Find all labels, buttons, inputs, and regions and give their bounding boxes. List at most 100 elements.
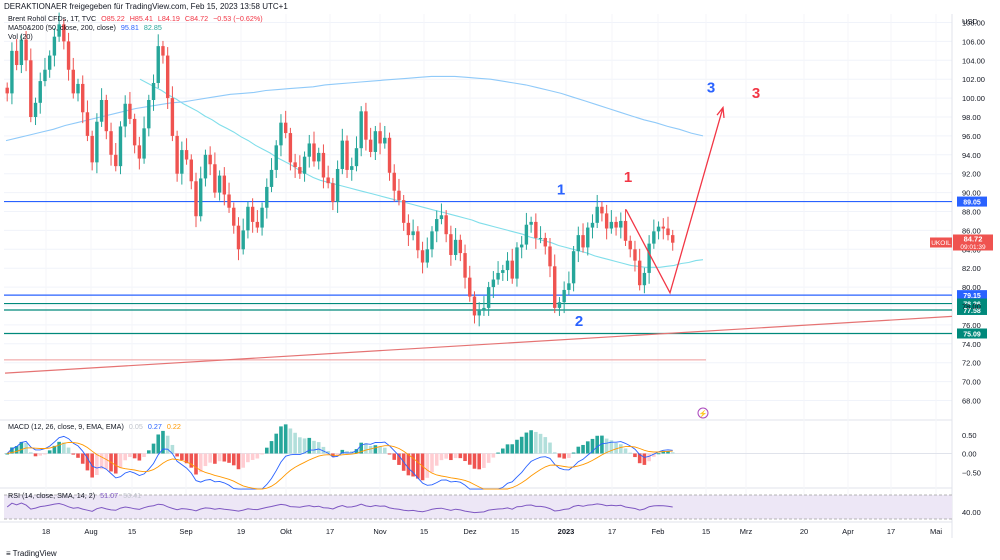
last-price-label: 84.72: [964, 234, 983, 243]
macd-histogram-bar: [85, 453, 90, 471]
candle-up: [538, 237, 543, 239]
macd-histogram-bar: [170, 444, 175, 454]
time-tick-label: 17: [887, 527, 895, 536]
candle-down: [604, 213, 609, 229]
price-tick-label: 90.00: [962, 189, 981, 198]
macd-histogram-bar: [151, 443, 156, 454]
time-tick-label: Mai: [930, 527, 942, 536]
macd-histogram-bar: [250, 453, 255, 460]
macd-histogram-bar: [298, 437, 302, 454]
macd-histogram-bar: [255, 453, 260, 459]
candle-up: [38, 81, 42, 103]
candle-down: [600, 206, 604, 214]
macd-histogram-bar: [590, 438, 595, 454]
candle-down: [104, 99, 109, 132]
macd-histogram-bar: [529, 430, 533, 454]
macd-histogram-bar: [10, 447, 14, 454]
macd-histogram-bar: [453, 453, 458, 459]
level-price-tag: [957, 298, 987, 309]
macd-histogram-bar: [623, 448, 628, 454]
macd-histogram-bar: [496, 452, 500, 454]
candle-up: [335, 168, 340, 203]
candle-up: [383, 137, 387, 144]
rsi-label: RSI (14, close, SMA, 14, 2): [8, 491, 96, 500]
macd-histogram-bar: [123, 453, 127, 461]
macd-tick-label: −0.50: [962, 468, 981, 477]
macd-histogram-bar: [637, 453, 642, 464]
candle-up: [453, 239, 458, 255]
candle-down: [283, 122, 288, 134]
macd-histogram-bar: [184, 453, 189, 464]
candle-up: [562, 289, 566, 303]
symbol-legend: Brent Rohöl CFDs, 1T, TVC O85.22 H85.41 …: [8, 14, 266, 23]
candle-up: [147, 99, 151, 129]
tradingview-logo[interactable]: ≡ TradingView: [6, 549, 57, 558]
macd-histogram-bar: [137, 453, 142, 461]
macd-histogram-bar: [434, 453, 439, 466]
candle-up: [52, 36, 57, 56]
candle-down: [132, 118, 137, 146]
macd-histogram-bar: [147, 450, 151, 454]
macd-histogram-bar: [501, 448, 505, 454]
macd-histogram-bar: [66, 447, 71, 454]
macd-histogram-bar: [128, 453, 132, 458]
macd-histogram-bar: [47, 450, 52, 454]
macd-histogram-bar: [562, 453, 566, 459]
macd-histogram-bar: [217, 453, 222, 462]
price-tick-label: 82.00: [962, 264, 981, 273]
macd-histogram-bar: [392, 453, 397, 460]
candle-up: [373, 131, 378, 152]
macd-histogram-bar: [519, 436, 524, 454]
macd-histogram-bar: [208, 453, 212, 463]
candle-down: [189, 159, 193, 182]
candle-up: [274, 145, 278, 170]
price-tick-label: 106.00: [962, 37, 985, 46]
candle-down: [378, 131, 382, 144]
macd-histogram-bar: [118, 453, 123, 468]
macd-histogram-bar: [326, 451, 330, 454]
candle-up: [430, 231, 434, 250]
macd-histogram-bar: [425, 453, 430, 478]
vol-label: Vol (20): [8, 32, 33, 41]
macd-histogram-bar: [175, 453, 179, 457]
candle-down: [66, 41, 71, 70]
macd-histogram-bar: [600, 435, 604, 454]
time-tick-label: 17: [326, 527, 334, 536]
candle-down: [161, 46, 165, 56]
grid-layer: [0, 14, 953, 538]
rsi-ma-value: 50.41: [123, 491, 142, 500]
candle-down: [331, 183, 335, 203]
candle-up: [505, 260, 510, 271]
macd-histogram-bar: [383, 447, 387, 454]
macd-histogram-bar: [354, 449, 359, 454]
candle-down: [416, 231, 420, 251]
macd-histogram-bar: [142, 453, 146, 457]
candle-up: [647, 243, 651, 273]
price-tick-label: 86.00: [962, 226, 981, 235]
macd-histogram-bar: [420, 453, 425, 481]
macd-histogram-bar: [29, 452, 33, 454]
ohlc-low: L84.19: [157, 14, 180, 23]
macd-histogram-bar: [373, 445, 378, 454]
rsi-tick-label: 40.00: [962, 508, 981, 517]
macd-histogram-bar: [628, 452, 633, 454]
candle-down: [165, 55, 170, 99]
candle-up: [642, 272, 647, 286]
time-tick-label: Feb: [652, 527, 665, 536]
level-price-label: 75.09: [963, 331, 981, 338]
macd-histogram-bar: [647, 453, 651, 462]
candle-up: [269, 169, 274, 187]
macd-histogram-bar: [76, 453, 80, 458]
candle-down: [29, 60, 33, 117]
macd-histogram-bar: [368, 445, 373, 454]
macd-histogram-bar: [38, 453, 43, 456]
time-tick-label: 15: [420, 527, 428, 536]
candle-up: [354, 148, 359, 167]
last-price-tag: [953, 234, 993, 251]
level-price-tag: [957, 290, 987, 301]
candle-down: [81, 83, 85, 113]
macd-histogram-bar: [515, 439, 519, 454]
candle-down: [614, 221, 618, 228]
